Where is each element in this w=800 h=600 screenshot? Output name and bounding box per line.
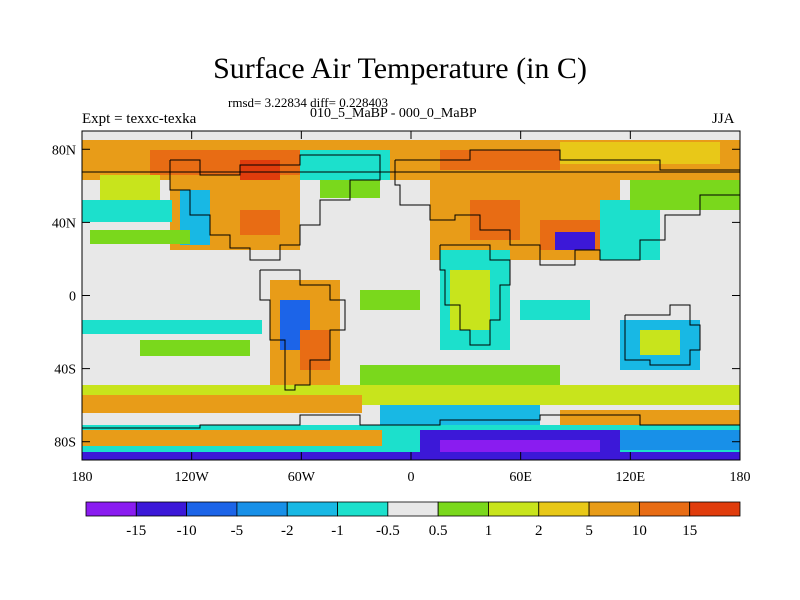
colorbar-label: -5: [231, 523, 244, 539]
stats-text: rmsd= 3.22834 diff= 0.228403: [228, 95, 388, 110]
colorbar-label: 2: [535, 523, 543, 539]
lat-tick-label: 80S: [54, 436, 76, 451]
colorbar-label: 10: [632, 523, 647, 539]
colorbar-label: -1: [331, 523, 344, 539]
lon-tick-label: 60W: [288, 470, 316, 485]
lon-tick-label: 120E: [616, 470, 646, 485]
colorbar-swatch: [236, 501, 288, 517]
colorbar-label: -0.5: [376, 523, 400, 539]
colorbar-swatch: [135, 501, 188, 517]
colorbar-swatch: [387, 501, 439, 517]
lon-tick-label: 180: [730, 470, 751, 485]
colorbar-swatch: [286, 501, 338, 517]
colorbar-label: -15: [126, 523, 146, 539]
colorbar-swatch: [437, 501, 489, 517]
colorbar-label: 15: [682, 523, 697, 539]
temperature-field: [82, 131, 740, 460]
lon-tick-label: 120W: [175, 470, 210, 485]
season-label: JJA: [712, 111, 735, 127]
colorbar-label: -10: [177, 523, 197, 539]
colorbar-swatch: [638, 501, 691, 517]
colorbar-swatch: [588, 501, 640, 517]
lat-tick-label: 40S: [54, 363, 76, 378]
colorbar-swatch: [538, 501, 590, 517]
experiment-label: Expt = texxc-texka: [82, 111, 197, 127]
colorbar-label: 5: [585, 523, 593, 539]
coastlines: [82, 149, 740, 429]
colorbar-swatch: [186, 501, 238, 517]
colorbar: [85, 501, 741, 517]
colorbar-swatch: [337, 501, 389, 517]
lat-tick-label: 80N: [52, 143, 76, 158]
lon-tick-label: 180: [72, 470, 93, 485]
colorbar-swatch: [689, 501, 741, 517]
colorbar-label: 0.5: [429, 523, 448, 539]
colorbar-swatch: [85, 501, 137, 517]
lat-tick-label: 40N: [52, 216, 76, 231]
lon-tick-label: 0: [408, 470, 415, 485]
map-title: Surface Air Temperature (in C): [213, 52, 587, 85]
lon-tick-label: 60E: [509, 470, 532, 485]
lat-tick-label: 0: [69, 290, 76, 305]
colorbar-swatch: [488, 501, 540, 517]
colorbar-label: -2: [281, 523, 294, 539]
colorbar-label: 1: [485, 523, 493, 539]
period-label: 010_5_MaBP - 000_0_MaBP: [310, 106, 477, 121]
